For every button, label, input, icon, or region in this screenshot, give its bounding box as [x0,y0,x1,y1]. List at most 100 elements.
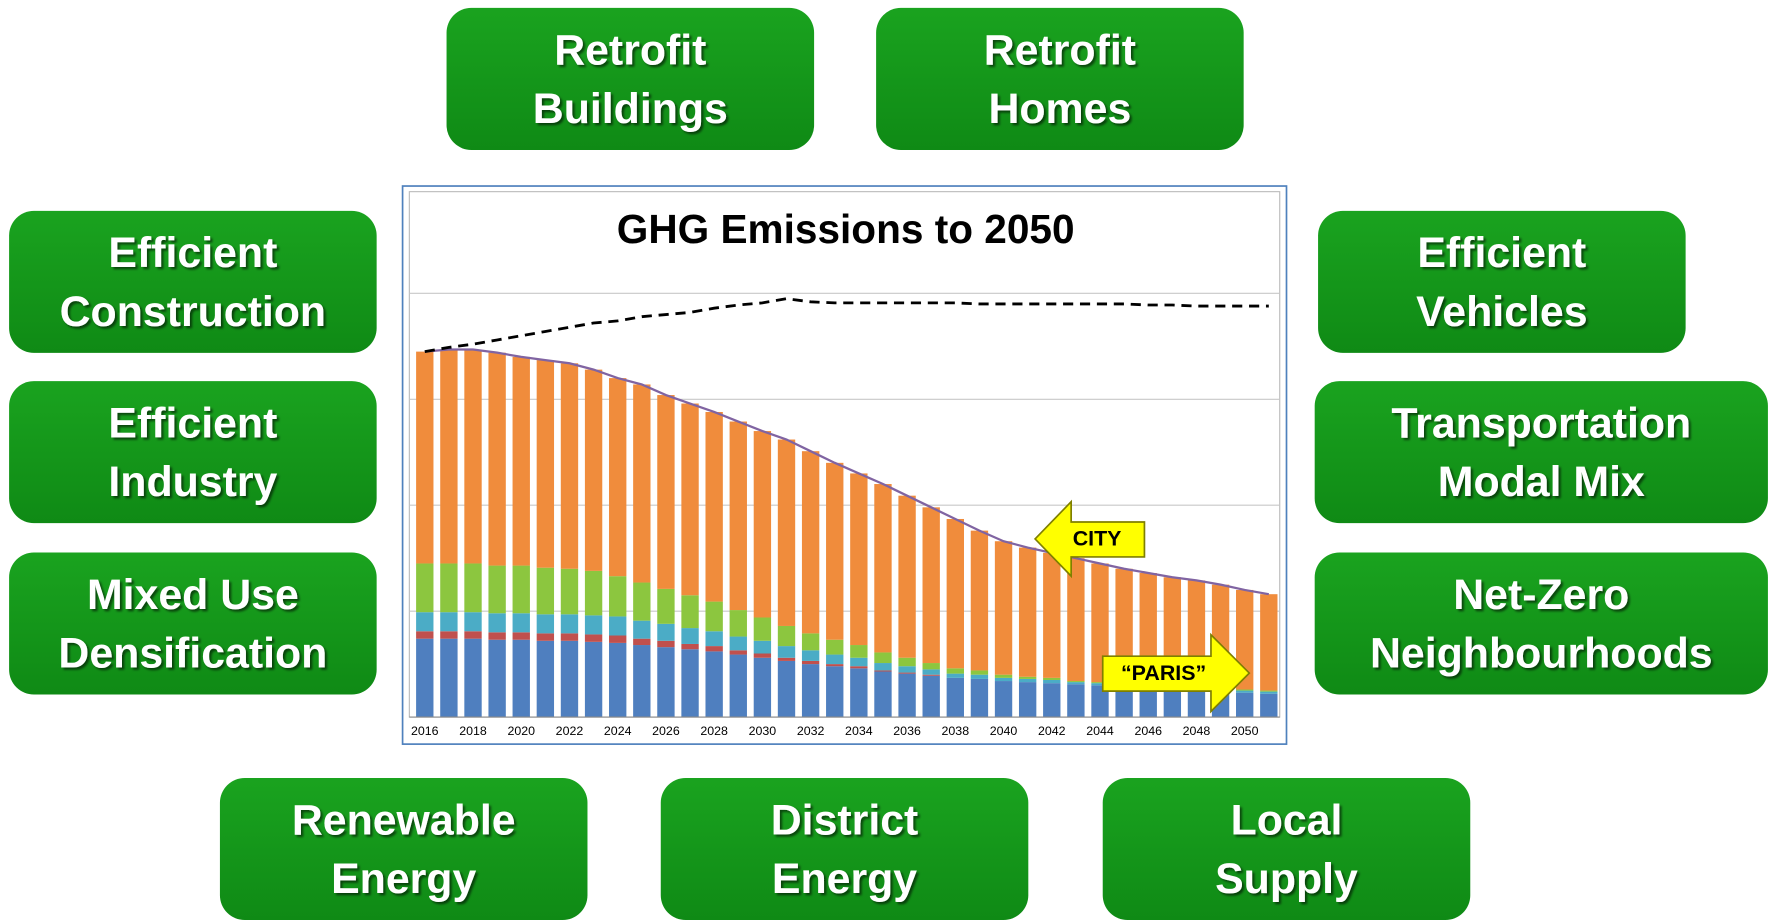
x-tick-label: 2024 [604,724,632,738]
boxes: Retrofit Buildings Retrofit Homes Efficient C… [9,7,1768,920]
box-label: Retrofit [984,26,1136,74]
bar-segment [753,657,772,718]
x-tick-label: 2026 [652,724,680,738]
bar-segment [512,639,530,718]
bar-segment [994,677,1013,682]
bar-segment [560,633,579,641]
paris-arrow: “PARIS” [1101,632,1251,714]
bar-segment [850,645,868,658]
bar-segment [681,649,699,718]
bar-segment [681,595,699,629]
x-tick-label: 2022 [556,724,584,738]
bar-segment [536,633,555,641]
bar-segment [729,654,747,718]
box-bg [9,381,377,524]
bar-segment [946,668,964,674]
bar-segment [657,647,675,718]
bar-segment [512,356,530,566]
box-label: Densification [58,629,327,677]
bar-segment [1091,683,1109,686]
bar-segment [657,395,675,589]
bar-segment [536,640,555,718]
bar-segment [1260,691,1278,694]
x-tick-label: 2030 [749,724,777,738]
strategy-box: Efficient Vehicles [1318,210,1686,353]
bar-segment [850,666,868,669]
box-label: Efficient [108,229,277,277]
bar-segment [1067,684,1085,718]
bar-segment [826,664,844,667]
bar-segment [729,650,747,655]
x-tick-label: 2042 [1038,724,1066,738]
bar-segment [801,451,820,634]
box-label: Energy [772,855,917,903]
bar-segment [657,588,675,624]
box-bg [660,777,1029,920]
bar-segment [1043,683,1061,718]
bar-segment [1091,563,1109,683]
bar-segment [1067,681,1085,683]
bar-segment [777,660,796,718]
x-tick-label: 2048 [1183,724,1211,738]
bar-segment [826,666,844,718]
bar-segment [657,640,675,648]
x-tick-label: 2016 [411,724,439,738]
box-bg [1102,777,1471,920]
strategy-box: District Energy [660,777,1029,920]
bar-segment [753,653,772,658]
bar-segment [801,664,820,718]
bar-segment [633,638,651,646]
bar-segment [440,612,458,632]
x-tick-label: 2036 [893,724,921,738]
x-tick-label: 2050 [1231,724,1259,738]
bar-segment [416,563,434,613]
bar-segment [1043,679,1061,684]
bar-segment [705,646,723,652]
bar-segment [536,360,555,568]
bar-segment [777,625,796,647]
box-label: Homes [988,85,1131,133]
box-label: Construction [60,288,326,336]
bar-segment [801,660,820,665]
bar-segment [874,652,892,664]
bar-segment [826,462,844,640]
city-arrow: CITY [1033,499,1146,579]
bar-segment [705,411,723,602]
bar-segment [994,681,1013,718]
bar-segment [681,643,699,650]
bar-segment [464,349,482,564]
bar-segment [464,631,482,639]
box-label: Modal Mix [1438,458,1645,506]
bar-segment [488,639,506,718]
bar-segment [584,634,603,642]
bar-segment [1236,689,1254,691]
bar-segment [1018,547,1037,677]
bar-segment [633,384,651,583]
x-tick-label: 2038 [942,724,970,738]
box-label: Retrofit [554,26,706,74]
box-label: Efficient [1417,229,1586,277]
bar-segment [560,363,579,569]
box-bg [219,777,588,920]
box-bg [1314,381,1768,524]
box-label: Industry [108,458,277,506]
bar-segment [584,641,603,718]
bar-segment [609,378,627,577]
strategy-box: Transportation Modal Mix [1314,381,1768,524]
bar-segment [536,614,555,634]
baseline-line [424,297,1269,354]
bar-segment [1067,682,1085,685]
bar-segment [1236,690,1254,693]
x-tick-label: 2034 [845,724,873,738]
bar-segment [1091,685,1109,718]
bar-segment [898,666,916,673]
box-label: Mixed Use [87,571,299,619]
bar-segment [560,614,579,634]
bar-segment [922,669,940,675]
box-label: Supply [1215,855,1358,903]
x-tick-label: 2032 [797,724,825,738]
bar-segment [946,677,964,718]
x-tick-label: 2046 [1134,724,1162,738]
bar-segment [922,674,940,676]
